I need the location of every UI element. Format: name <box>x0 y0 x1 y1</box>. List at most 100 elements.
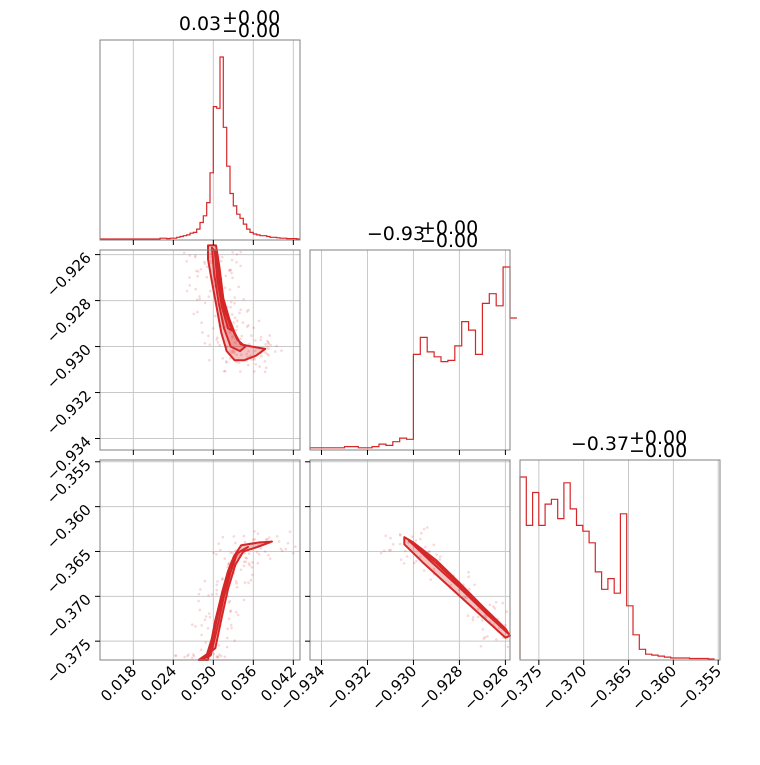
sample-point <box>253 358 256 361</box>
sample-point <box>260 354 263 358</box>
sample-point <box>246 363 250 367</box>
sample-point <box>479 645 483 648</box>
y-tick-label: −0.932 <box>43 387 95 439</box>
y-tick-label: −0.375 <box>43 635 95 687</box>
sample-point <box>249 578 253 582</box>
sample-point <box>389 536 392 540</box>
sample-point <box>226 627 229 631</box>
sample-point <box>259 547 263 550</box>
sample-point <box>415 559 418 563</box>
x-tick-label: −0.932 <box>322 662 374 714</box>
sample-point <box>207 594 210 597</box>
sample-point <box>468 587 471 591</box>
sample-point <box>488 603 492 607</box>
sample-point <box>481 618 484 622</box>
sample-point <box>229 305 232 309</box>
sample-point <box>280 349 283 352</box>
sample-point <box>263 370 267 374</box>
sample-point <box>215 552 218 556</box>
title-param-1-plus: +0.00 <box>420 217 478 239</box>
sample-point <box>223 655 227 659</box>
y-tick-label: −0.370 <box>43 590 95 642</box>
sample-point <box>482 637 486 640</box>
sample-point <box>197 599 200 603</box>
sample-point <box>243 581 247 584</box>
sample-point <box>228 288 232 291</box>
sample-point <box>264 343 267 346</box>
sample-point <box>197 592 201 596</box>
sample-point <box>494 601 498 604</box>
sample-point <box>233 639 236 642</box>
sample-point <box>263 360 267 363</box>
sample-point <box>218 653 221 657</box>
sample-point <box>206 626 210 630</box>
sample-point <box>190 656 194 660</box>
sample-point <box>208 343 212 346</box>
sample-point <box>200 321 203 324</box>
sample-point <box>234 610 238 614</box>
x-tick-label: −0.355 <box>673 662 725 714</box>
x-tick-label: −0.930 <box>368 662 420 714</box>
sample-point <box>239 370 242 373</box>
sample-point <box>239 308 243 312</box>
sample-point <box>240 353 243 357</box>
sample-point <box>199 267 203 271</box>
sample-point <box>266 345 269 348</box>
sample-point <box>203 260 206 264</box>
sample-point <box>253 349 257 353</box>
sample-point <box>252 326 256 330</box>
sample-point <box>405 555 409 558</box>
sample-point <box>215 592 219 596</box>
sample-point <box>467 575 470 579</box>
sample-point <box>432 567 436 571</box>
sample-point <box>248 563 251 567</box>
sample-point <box>225 361 228 364</box>
sample-point <box>424 545 427 549</box>
sample-point <box>247 581 250 585</box>
sample-point <box>286 541 290 545</box>
title-param-1-minus: −0.00 <box>420 230 478 252</box>
sample-point <box>208 615 212 619</box>
sample-point <box>198 295 201 298</box>
sample-point <box>255 550 259 554</box>
sample-point <box>279 547 283 551</box>
sample-point <box>242 297 245 301</box>
sample-point <box>231 551 234 555</box>
sample-point <box>259 338 262 342</box>
sample-point <box>391 542 395 546</box>
sample-point <box>196 310 199 314</box>
sample-point <box>483 636 487 639</box>
sample-point <box>228 269 232 272</box>
sample-point <box>418 555 422 559</box>
sample-point <box>266 339 269 343</box>
panel-frame-1-0 <box>99 249 301 451</box>
sample-point <box>257 552 261 556</box>
sample-point <box>476 607 480 611</box>
sample-point <box>236 319 239 322</box>
sample-point <box>257 319 261 323</box>
sample-point <box>209 259 213 263</box>
sample-point <box>235 582 238 585</box>
sample-point <box>493 607 497 610</box>
y-tick-label: −0.930 <box>43 341 95 393</box>
sample-point <box>209 261 213 265</box>
sample-point <box>191 653 195 656</box>
sample-point <box>239 250 243 254</box>
sample-point <box>398 533 402 537</box>
sample-point <box>221 255 224 259</box>
sample-point <box>208 358 211 362</box>
x-tick-label: −0.928 <box>414 662 466 714</box>
sample-point <box>244 560 248 563</box>
contour-p1-p0-level-1 <box>207 244 267 362</box>
sample-point <box>227 617 231 621</box>
sample-point <box>194 254 197 257</box>
sample-point <box>429 578 433 581</box>
sample-point <box>432 543 436 547</box>
x-tick-label: −0.370 <box>539 662 591 714</box>
sample-point <box>216 655 219 659</box>
sample-point <box>188 284 192 287</box>
sample-point <box>266 341 270 344</box>
sample-point <box>215 336 219 339</box>
sample-point <box>241 321 245 324</box>
sample-point <box>204 641 208 644</box>
